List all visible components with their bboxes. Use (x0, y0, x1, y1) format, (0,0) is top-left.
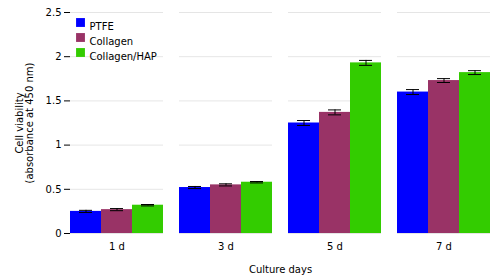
svg-text:7 d: 7 d (436, 241, 452, 252)
svg-text:0: 0 (55, 228, 61, 239)
svg-text:2.5: 2.5 (46, 7, 62, 18)
svg-text:0.5: 0.5 (46, 184, 62, 195)
svg-text:2: 2 (55, 51, 61, 62)
svg-text:Collagen: Collagen (90, 36, 134, 47)
svg-text:3 d: 3 d (218, 241, 234, 252)
svg-text:Collagen/HAP: Collagen/HAP (90, 51, 157, 62)
svg-text:Culture days: Culture days (249, 264, 312, 275)
svg-text:1: 1 (55, 139, 61, 150)
svg-text:PTFE: PTFE (90, 21, 114, 32)
svg-text:1 d: 1 d (109, 241, 125, 252)
svg-text:5 d: 5 d (327, 241, 343, 252)
svg-text:1.5: 1.5 (46, 95, 62, 106)
svg-text:Cell viability(absorbance at 4: Cell viability(absorbance at 450 nm) (14, 62, 35, 183)
